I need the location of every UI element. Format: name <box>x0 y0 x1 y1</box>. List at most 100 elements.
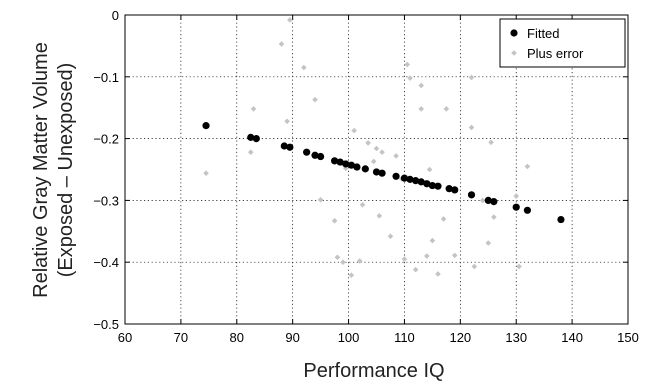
fitted-point <box>286 143 294 151</box>
x-tick-label: 150 <box>617 330 639 345</box>
fitted-point <box>423 180 431 188</box>
plus-error-point <box>424 253 430 259</box>
fitted-point <box>378 169 386 177</box>
fitted-point <box>428 181 436 190</box>
plus-error-point <box>331 217 338 224</box>
plus-error-point <box>471 263 478 270</box>
plus-error-point <box>440 216 447 222</box>
fitted-point <box>303 148 311 156</box>
plus-error-point <box>443 106 450 112</box>
plus-error-point <box>468 74 475 81</box>
plus-error-point <box>451 252 458 259</box>
fitted-point <box>406 175 414 183</box>
plus-error-point <box>356 258 363 264</box>
plus-error-point <box>387 233 394 240</box>
fitted-point <box>336 158 344 166</box>
fitted-point <box>361 165 369 173</box>
fitted-point <box>317 152 325 161</box>
axis-ticks: 60 70 80 90 100 110 120 130 140 150 0 −0.1 −0.2 −0.3 −… <box>93 8 639 345</box>
plus-error-point <box>379 149 385 155</box>
plus-error-point <box>479 197 486 204</box>
plus-error-point <box>404 61 411 68</box>
plus-error-point <box>340 259 346 265</box>
plus-error-point <box>516 263 522 270</box>
plus-error-point <box>370 158 377 165</box>
fitted-point <box>252 135 260 143</box>
fitted-point <box>451 186 459 194</box>
plus-error-point <box>485 240 492 246</box>
plus-error-point <box>429 237 436 244</box>
plus-error-point <box>351 127 357 134</box>
plus-error-point <box>317 196 324 203</box>
plus-error-point <box>203 170 209 177</box>
fitted-point <box>342 160 350 168</box>
fitted-point <box>372 168 381 176</box>
plus-error-point <box>287 17 293 23</box>
plus-error-point <box>401 256 408 262</box>
plus-error-point <box>418 82 425 89</box>
fitted-point <box>412 177 420 185</box>
fitted-point <box>400 174 409 182</box>
plus-error-point <box>435 271 441 277</box>
x-tick-label: 80 <box>230 330 244 345</box>
plus-error-point <box>278 41 285 47</box>
y-axis-label-line2: (Exposed – Unexposed) <box>55 63 77 278</box>
plus-error-point <box>412 266 419 273</box>
x-tick-label: 90 <box>285 330 299 345</box>
legend-label-fitted: Fitted <box>527 26 560 41</box>
plus-error-point <box>491 214 497 220</box>
plus-error-point <box>488 139 494 146</box>
plus-error-point <box>284 118 290 125</box>
plus-error-point <box>365 140 371 146</box>
plus-error-point <box>250 106 257 112</box>
plus-error-point <box>513 193 520 199</box>
fitted-point <box>445 185 453 193</box>
fitted-point <box>202 122 210 130</box>
plus-error-point <box>468 124 475 131</box>
fitted-point <box>247 133 255 141</box>
fitted-point <box>417 178 425 186</box>
plus-error-point <box>359 201 366 208</box>
plus-error-point <box>348 272 355 278</box>
fitted-point <box>330 157 339 165</box>
fitted-point <box>557 215 565 224</box>
plus-error-point <box>312 96 318 103</box>
x-tick-label: 70 <box>174 330 188 345</box>
plus-error-point <box>524 163 531 170</box>
x-tick-label: 120 <box>449 330 471 345</box>
plus-error-point <box>334 254 341 261</box>
y-tick-label: −0.5 <box>93 317 119 332</box>
legend-marker-fitted <box>510 29 518 37</box>
fitted-point <box>490 198 498 206</box>
x-tick-label: 140 <box>561 330 583 345</box>
y-tick-label: −0.4 <box>93 255 119 270</box>
y-tick-label: −0.1 <box>93 70 119 85</box>
y-tick-label: −0.2 <box>93 132 119 147</box>
fitted-point <box>484 196 492 204</box>
fitted-point <box>353 163 361 171</box>
plus-error-point <box>373 145 380 152</box>
fitted-point <box>311 151 319 159</box>
fitted-point <box>347 161 355 169</box>
fitted-point <box>467 191 476 199</box>
fitted-point <box>512 203 520 211</box>
x-tick-label: 100 <box>338 330 360 345</box>
legend-box <box>499 18 626 68</box>
grid-lines <box>125 15 628 324</box>
plot-area-frame <box>124 14 629 325</box>
y-tick-label: −0.3 <box>93 193 119 208</box>
data-points <box>202 17 565 278</box>
legend-label-plus-error: Plus error <box>527 46 584 61</box>
fitted-point <box>434 182 442 190</box>
x-tick-label: 60 <box>118 330 132 345</box>
plus-error-point <box>376 213 383 219</box>
plus-error-point <box>247 149 254 155</box>
fitted-point <box>392 172 400 180</box>
fitted-point <box>280 142 288 150</box>
plus-error-point <box>418 106 425 112</box>
plus-error-point <box>301 64 307 71</box>
x-tick-label: 110 <box>394 330 415 345</box>
x-tick-label: 130 <box>505 330 527 345</box>
plus-error-point <box>393 153 399 159</box>
